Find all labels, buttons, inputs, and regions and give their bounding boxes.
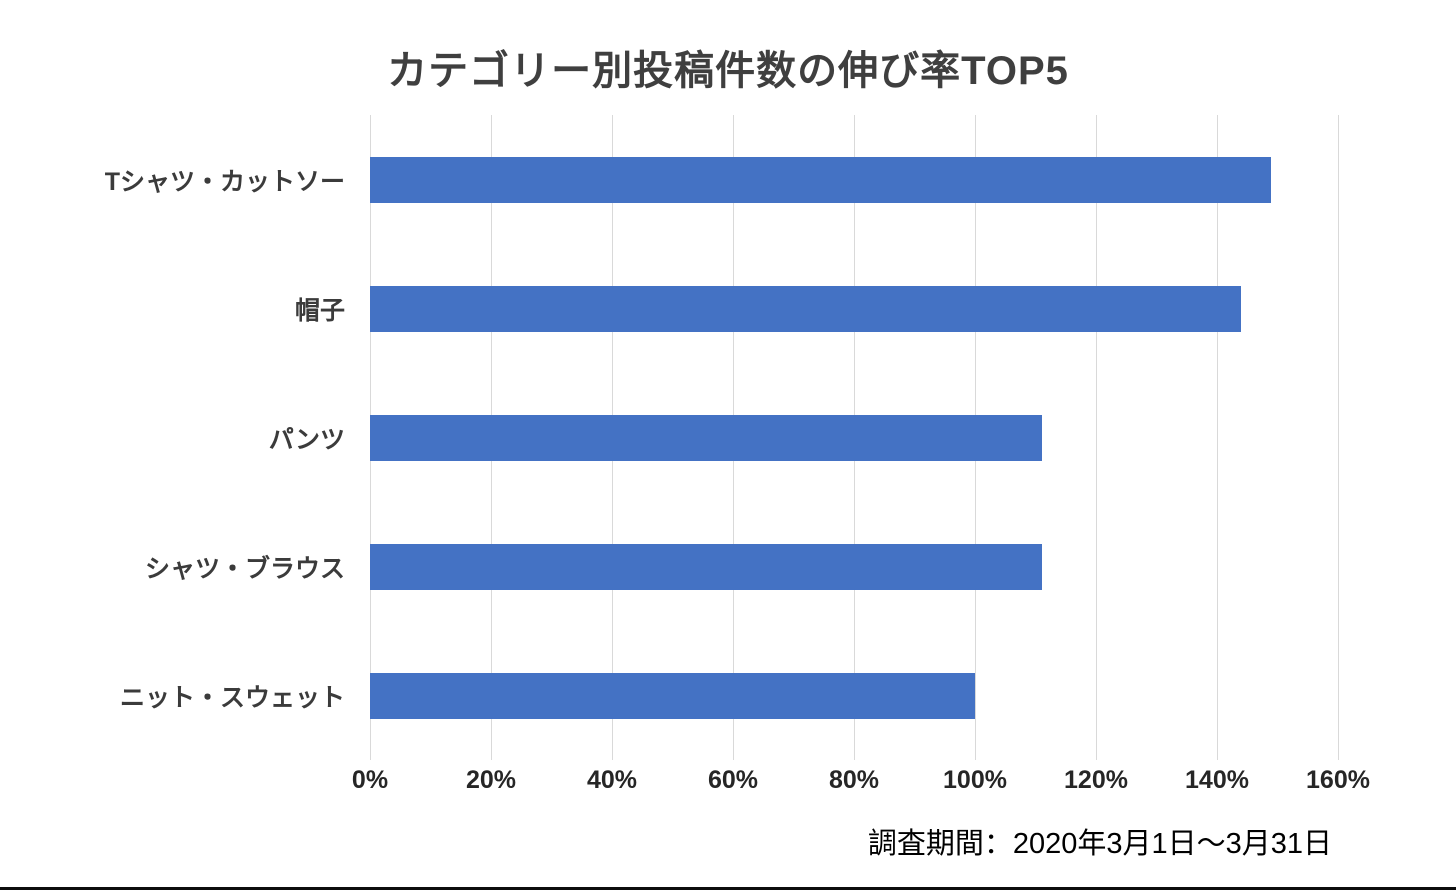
bar-2 <box>370 285 1242 332</box>
x-tick-label: 0% <box>351 766 389 794</box>
category-label: ニット・スウェット <box>119 683 345 712</box>
x-tick-label: 40% <box>586 766 638 794</box>
category-label: Tシャツ・カットソー <box>104 167 345 196</box>
x-tick-label: 100% <box>943 766 1007 794</box>
survey-period-note: 調査期間：2020年3月1日～3月31日 <box>867 828 1332 860</box>
bar-4 <box>370 543 1042 590</box>
category-label: シャツ・ブラウス <box>144 554 345 583</box>
x-tick-label: 160% <box>1306 766 1370 794</box>
x-tick-label: 80% <box>828 766 880 794</box>
category-label: パンツ <box>268 425 345 454</box>
gridline <box>1217 115 1218 760</box>
bar-5 <box>370 672 975 719</box>
category-label: 帽子 <box>294 296 345 325</box>
x-tick-label: 120% <box>1064 766 1128 794</box>
category-axis: Tシャツ・カットソー帽子パンツシャツ・ブラウスニット・スウェット <box>0 115 350 760</box>
bar-1 <box>370 156 1272 203</box>
gridline <box>1338 115 1339 760</box>
x-tick-label: 20% <box>465 766 517 794</box>
x-tick-label: 140% <box>1185 766 1249 794</box>
plot-area <box>370 115 1339 760</box>
x-tick-label: 60% <box>707 766 759 794</box>
gridline <box>1096 115 1097 760</box>
x-axis: 0% 20% 40% 60% 80% 100% 120% 140% 160% <box>352 766 1370 800</box>
bar-3 <box>370 414 1042 461</box>
chart-title: カテゴリー別投稿件数の伸び率TOP5 <box>387 49 1069 93</box>
